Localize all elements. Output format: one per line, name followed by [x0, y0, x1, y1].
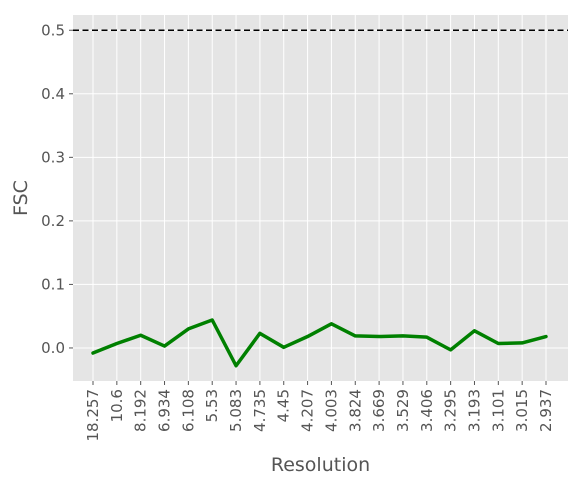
x-tick-label: 3.295: [442, 389, 460, 432]
y-tick-label: 0.5: [41, 21, 65, 39]
x-tick-label: 5.53: [203, 389, 221, 422]
x-tick-label: 6.108: [179, 389, 197, 432]
x-tick-label: 10.6: [108, 389, 126, 422]
x-tick-label: 3.824: [346, 389, 364, 432]
grid-lines: [73, 15, 568, 381]
fsc-series-line: [91, 318, 548, 368]
x-tick-label: 3.406: [418, 389, 436, 432]
x-tick-label: 4.735: [251, 389, 269, 432]
x-tick-label: 5.083: [227, 389, 245, 432]
y-axis-label: FSC: [10, 180, 32, 216]
x-axis-ticks: 18.257 10.6 8.192 6.934 6.108 5.53 5.083 4.735 4…: [84, 381, 555, 442]
x-tick-label: 3.015: [513, 389, 531, 432]
x-tick-label: 3.529: [394, 389, 412, 432]
x-tick-label: 3.193: [465, 389, 483, 432]
y-tick-label: 0.1: [41, 275, 65, 293]
plot-area: [73, 15, 568, 381]
x-tick-label: 3.669: [370, 389, 388, 432]
x-tick-label: 4.003: [322, 389, 340, 432]
y-tick-label: 0.3: [41, 148, 65, 166]
x-tick-label: 8.192: [132, 389, 150, 432]
x-tick-label: 4.45: [275, 389, 293, 422]
x-tick-label: 6.934: [156, 389, 174, 432]
y-tick-label: 0.4: [41, 85, 65, 103]
y-axis-ticks: 0.0 0.1 0.2 0.3 0.4 0.5: [41, 21, 73, 357]
x-tick-label: 2.937: [537, 389, 555, 432]
x-tick-label: 4.207: [299, 389, 317, 432]
x-tick-label: 18.257: [84, 389, 102, 442]
x-axis-label: Resolution: [271, 454, 370, 476]
series-layer: [91, 318, 548, 368]
x-tick-label: 3.101: [489, 389, 507, 432]
y-tick-label: 0.2: [41, 212, 65, 230]
y-tick-label: 0.0: [41, 339, 65, 357]
